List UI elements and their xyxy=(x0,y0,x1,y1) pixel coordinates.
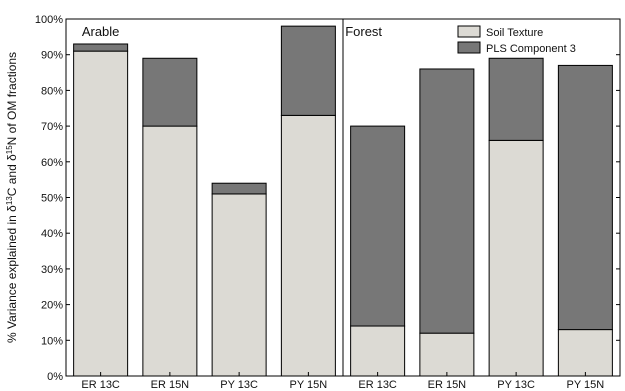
bar-pls-component-3 xyxy=(350,125,406,327)
legend-swatch xyxy=(457,25,481,38)
x-tick-label: ER 13C xyxy=(358,379,397,391)
bar-soil-texture xyxy=(211,193,267,377)
bar-pls-component-3 xyxy=(419,68,475,334)
plot-area: 0% 10% 20% 30% 40% 50% 60% 70% 80% 90% 100% % Varia… xyxy=(5,14,621,391)
x-tick-label: PY 13C xyxy=(497,379,535,391)
legend-label: PLS Component 3 xyxy=(486,43,576,55)
y-tick-label: 20% xyxy=(41,300,63,312)
x-tick-label: PY 15N xyxy=(290,379,328,391)
bar-soil-texture xyxy=(419,332,475,377)
x-tick-label: ER 15N xyxy=(151,379,190,391)
bar-pls-component-3 xyxy=(488,57,544,141)
bar-soil-texture xyxy=(350,325,406,377)
x-tick-label: PY 15N xyxy=(567,379,605,391)
y-tick-label: 30% xyxy=(41,264,63,276)
legend-label: Soil Texture xyxy=(486,27,543,39)
x-tick-label: PY 13C xyxy=(220,379,258,391)
bar-pls-component-3 xyxy=(211,182,267,195)
bar-soil-texture xyxy=(557,329,613,377)
y-tick-label: 40% xyxy=(41,228,63,240)
group-label: Forest xyxy=(345,24,382,39)
bar-soil-texture xyxy=(73,50,129,377)
y-tick-label: 90% xyxy=(41,50,63,62)
legend-swatch xyxy=(457,41,481,54)
y-tick-label: 70% xyxy=(41,121,63,133)
x-tick-label: ER 15N xyxy=(428,379,467,391)
bar-soil-texture xyxy=(488,139,544,377)
y-axis-label: % Variance explained in δ13C and δ15N of… xyxy=(5,52,20,343)
y-tick-label: 80% xyxy=(41,85,63,97)
y-tick-label: 0% xyxy=(47,371,63,383)
bar-soil-texture xyxy=(280,114,336,377)
bar-pls-component-3 xyxy=(73,43,129,52)
bar-pls-component-3 xyxy=(280,25,336,116)
y-tick-label: 50% xyxy=(41,193,63,205)
y-tick-label: 60% xyxy=(41,157,63,169)
y-tick-label: 100% xyxy=(35,14,63,26)
bar-pls-component-3 xyxy=(557,64,613,331)
group-label: Arable xyxy=(82,24,120,39)
bar-soil-texture xyxy=(142,125,198,377)
x-tick-label: ER 13C xyxy=(81,379,120,391)
bar-pls-component-3 xyxy=(142,57,198,127)
y-tick-label: 10% xyxy=(41,335,63,347)
